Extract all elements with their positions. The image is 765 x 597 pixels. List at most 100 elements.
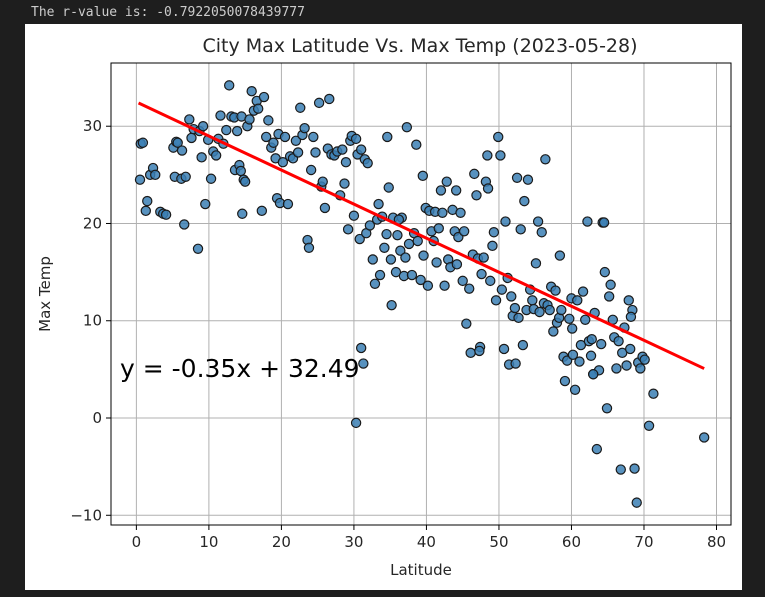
- data-point: [231, 125, 243, 137]
- data-point: [601, 403, 613, 414]
- data-point: [511, 172, 523, 183]
- data-point: [513, 312, 524, 324]
- data-point: [500, 216, 511, 227]
- data-point: [305, 164, 317, 176]
- data-point: [354, 233, 365, 245]
- data-point: [648, 388, 659, 399]
- data-point: [457, 275, 468, 287]
- data-point: [337, 144, 348, 155]
- x-tick-label: 60: [562, 533, 581, 551]
- data-point: [451, 259, 463, 270]
- data-point: [536, 227, 547, 238]
- data-point: [506, 291, 517, 302]
- x-tick-label: 40: [417, 533, 436, 551]
- data-point: [379, 242, 390, 253]
- data-point: [496, 284, 508, 295]
- data-point: [482, 150, 493, 161]
- data-point: [350, 133, 362, 145]
- data-point: [150, 169, 161, 181]
- data-point: [435, 185, 447, 196]
- data-point: [256, 205, 268, 217]
- data-point: [339, 178, 350, 189]
- data-point: [279, 131, 291, 143]
- y-tick-label: −10: [70, 506, 102, 524]
- data-point: [599, 266, 611, 278]
- data-point: [303, 242, 315, 253]
- data-point: [422, 280, 434, 291]
- data-point: [585, 350, 597, 361]
- x-tick-label: 10: [199, 533, 218, 551]
- data-point: [362, 157, 373, 169]
- data-point: [310, 147, 321, 158]
- data-point: [192, 243, 204, 254]
- data-point: [319, 202, 331, 214]
- data-point: [631, 497, 642, 508]
- data-point: [239, 176, 251, 187]
- y-tick-label: 30: [83, 117, 102, 135]
- data-point: [603, 291, 615, 302]
- data-point: [550, 285, 561, 296]
- data-point: [221, 124, 232, 136]
- data-point: [465, 347, 476, 359]
- data-point: [498, 343, 510, 355]
- data-point: [137, 137, 149, 148]
- data-point: [358, 358, 369, 369]
- data-point: [295, 102, 306, 113]
- data-point: [142, 195, 153, 207]
- y-axis-label: Max Temp: [36, 256, 54, 332]
- data-point: [623, 295, 634, 306]
- data-point: [313, 97, 325, 109]
- data-point: [621, 360, 632, 371]
- chart-figure: City Max Latitude Vs. Max Temp (2023-05-…: [25, 24, 742, 590]
- data-point: [350, 417, 362, 429]
- data-point: [215, 110, 226, 121]
- data-point: [342, 224, 354, 235]
- data-point: [450, 185, 462, 196]
- data-point: [180, 171, 191, 182]
- data-point: [613, 335, 624, 347]
- plot-frame: [110, 62, 732, 526]
- data-point: [469, 168, 480, 180]
- data-point: [411, 139, 422, 150]
- data-point: [364, 220, 376, 231]
- y-tick-label: 10: [83, 312, 102, 330]
- data-point: [340, 157, 352, 168]
- data-point: [519, 195, 530, 207]
- data-point: [134, 174, 146, 185]
- data-point: [253, 103, 264, 114]
- data-point: [574, 356, 585, 367]
- x-tick-label: 30: [344, 533, 363, 551]
- data-point: [556, 304, 567, 316]
- data-point: [418, 250, 429, 261]
- data-point: [461, 318, 472, 329]
- data-point: [564, 313, 575, 325]
- data-point: [290, 135, 302, 147]
- data-point: [572, 295, 583, 306]
- data-point: [406, 269, 418, 281]
- x-axis-label: Latitude: [390, 561, 452, 579]
- data-point: [433, 223, 444, 234]
- data-point: [317, 176, 328, 187]
- data-point: [566, 323, 578, 334]
- data-point: [355, 144, 367, 155]
- data-point: [400, 252, 411, 263]
- data-point: [395, 245, 406, 256]
- data-point: [160, 209, 172, 220]
- data-point: [415, 274, 426, 286]
- data-point: [554, 250, 566, 261]
- data-point: [246, 86, 257, 97]
- data-point: [383, 182, 394, 193]
- data-point: [509, 302, 521, 314]
- data-point: [258, 91, 270, 103]
- data-point: [488, 227, 500, 238]
- data-point: [263, 115, 274, 126]
- data-point: [282, 198, 294, 210]
- data-point: [639, 354, 650, 365]
- data-point: [625, 343, 636, 355]
- axis-ticks: 0 10 20 30 40 50 60 70 80 −10 0 10 20 30: [70, 117, 726, 551]
- x-tick-label: 0: [132, 533, 142, 551]
- data-point: [381, 228, 392, 240]
- data-point: [197, 121, 209, 132]
- x-tick-label: 70: [634, 533, 653, 551]
- data-point: [184, 114, 195, 125]
